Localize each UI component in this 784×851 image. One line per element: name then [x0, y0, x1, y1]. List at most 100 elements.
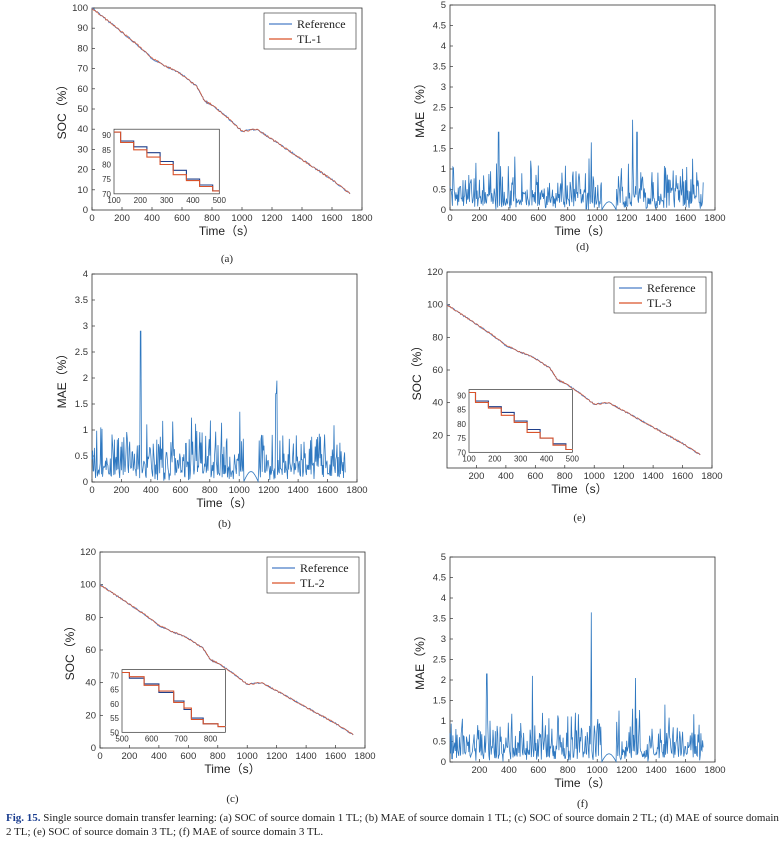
y-axis-label: SOC（%）	[410, 340, 424, 401]
y-tick-label: 30	[77, 144, 88, 155]
inset-series-tl-line	[469, 391, 573, 451]
y-tick-label: 20	[77, 165, 88, 176]
x-tick-label: 1400	[296, 751, 317, 762]
x-tick-label: 600	[527, 471, 543, 482]
x-tick-label: 600	[180, 751, 196, 762]
chart-f: 200 400 600 800 1000 1200 1400 1600 1800 0 0.5 1 1.5…	[413, 552, 726, 810]
inset-chart: 100 200 300 400 500 70 75 80 85 90	[102, 128, 227, 205]
y-tick-label: 0	[83, 477, 88, 488]
inset-y-tick-label: 85	[102, 146, 111, 155]
x-tick-label: 0	[97, 751, 102, 762]
inset-x-tick-label: 100	[107, 196, 121, 205]
x-tick-label: 400	[144, 213, 160, 224]
x-axis-label: Time（s）	[551, 482, 607, 496]
x-tick-label: 0	[447, 213, 452, 224]
x-tick-label: 1200	[616, 213, 637, 224]
y-tick-label: 60	[85, 645, 96, 656]
y-tick-label: 2.5	[75, 347, 88, 358]
y-tick-label: 1.5	[75, 399, 88, 410]
inset-x-tick-label: 100	[462, 454, 476, 463]
series-tl-line	[99, 584, 354, 736]
y-tick-label: 5	[441, 552, 446, 563]
y-axis-label: MAE（%）	[413, 629, 427, 690]
x-tick-label: 1400	[646, 765, 667, 776]
subplot-label: (d)	[576, 241, 589, 253]
y-tick-label: 4	[441, 41, 446, 52]
legend-box	[266, 556, 360, 594]
x-tick-label: 800	[210, 751, 226, 762]
y-tick-label: 0	[83, 205, 88, 216]
y-tick-label: 70	[77, 64, 88, 75]
x-axis-label: Time（s）	[196, 496, 252, 510]
x-axis-label: Time（s）	[554, 776, 610, 790]
inset-x-tick-label: 200	[134, 196, 148, 205]
inset-y-tick-label: 50	[110, 728, 119, 737]
x-tick-label: 400	[143, 485, 159, 496]
inset-y-tick-label: 90	[457, 391, 466, 400]
y-tick-label: 3.5	[433, 614, 446, 625]
legend-entry: Reference	[297, 17, 346, 31]
y-tick-label: 2.5	[433, 655, 446, 666]
y-tick-label: 80	[77, 43, 88, 54]
x-tick-label: 1400	[288, 485, 309, 496]
y-tick-label: 60	[432, 365, 443, 376]
y-tick-label: 0	[91, 743, 96, 754]
figure-canvas: 0 200 400 600 800 1000 1200 1400 1600 18000102030…	[55, 0, 726, 810]
x-tick-label: 1000	[229, 485, 250, 496]
inset-y-tick-label: 90	[102, 131, 111, 140]
chart-d: 0 200 400 600 800 1000 1200 1400 1600 1800 0 0.5 1 1.…	[413, 0, 726, 253]
inset-series-tl-line	[114, 131, 220, 192]
x-tick-label: 1400	[643, 471, 664, 482]
x-tick-label: 600	[530, 765, 546, 776]
inset-x-tick-label: 800	[204, 734, 218, 743]
y-tick-label: 20	[85, 710, 96, 721]
y-tick-label: 0.5	[75, 451, 88, 462]
x-tick-label: 1400	[646, 213, 667, 224]
y-tick-label: 100	[427, 300, 443, 311]
y-tick-label: 90	[77, 23, 88, 34]
y-tick-label: 80	[85, 612, 96, 623]
x-axis-label: Time（s）	[204, 762, 260, 776]
legend-entry: TL-3	[647, 296, 672, 310]
y-tick-label: 100	[80, 580, 96, 591]
inset-series-tl-line	[122, 671, 226, 728]
y-tick-label: 1	[441, 716, 446, 727]
y-tick-label: 5	[441, 0, 446, 11]
x-tick-label: 800	[560, 765, 576, 776]
y-tick-label: 40	[432, 398, 443, 409]
x-tick-label: 1800	[351, 213, 372, 224]
y-tick-label: 3.5	[433, 62, 446, 73]
x-tick-label: 1000	[231, 213, 252, 224]
y-tick-label: 4	[441, 593, 446, 604]
inset-x-tick-label: 600	[145, 734, 159, 743]
x-tick-label: 1200	[616, 765, 637, 776]
inset-x-tick-label: 500	[566, 454, 580, 463]
x-tick-label: 600	[172, 485, 188, 496]
chart-b: 0 200 400 600 800 1000 1200 1400 1600 1800 0 0.5 1 1.…	[55, 269, 368, 530]
x-tick-label: 200	[114, 485, 130, 496]
y-tick-label: 120	[80, 547, 96, 558]
x-tick-label: 1200	[266, 751, 287, 762]
x-tick-label: 400	[501, 213, 517, 224]
x-tick-label: 1000	[584, 471, 605, 482]
inset-x-tick-label: 500	[115, 734, 129, 743]
x-tick-label: 400	[501, 765, 517, 776]
caption-label: Fig. 15.	[6, 812, 41, 824]
y-tick-label: 80	[432, 332, 443, 343]
x-tick-label: 0	[89, 213, 94, 224]
x-tick-label: 1800	[701, 471, 722, 482]
x-tick-label: 200	[122, 751, 138, 762]
y-tick-label: 3.5	[75, 295, 88, 306]
subplot-label: (c)	[226, 793, 239, 805]
y-axis-label: MAE（%）	[413, 77, 427, 138]
legend-box	[263, 12, 357, 50]
y-tick-label: 60	[77, 84, 88, 95]
y-tick-label: 1	[441, 164, 446, 175]
x-tick-label: 800	[202, 485, 218, 496]
x-tick-label: 1000	[587, 765, 608, 776]
inset-x-tick-label: 300	[514, 454, 528, 463]
x-tick-label: 800	[557, 471, 573, 482]
y-tick-label: 10	[77, 185, 88, 196]
inset-y-tick-label: 65	[110, 686, 119, 695]
